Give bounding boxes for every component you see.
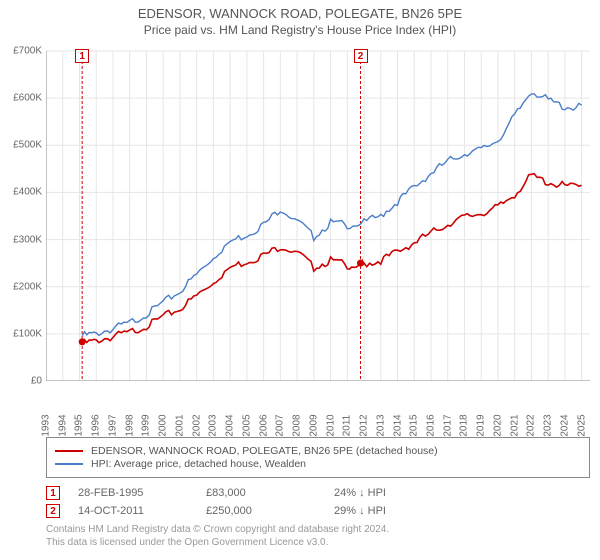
- sale-price: £250,000: [206, 505, 316, 517]
- chart-subtitle: Price paid vs. HM Land Registry's House …: [0, 23, 600, 37]
- chart-area: £0£100K£200K£300K£400K£500K£600K£700K199…: [46, 43, 590, 403]
- y-axis-tick-label: £400K: [2, 187, 42, 198]
- x-axis-tick-label: 1998: [124, 411, 135, 441]
- x-axis-tick-label: 2021: [509, 411, 520, 441]
- y-axis-tick-label: £0: [2, 376, 42, 387]
- x-axis-tick-label: 1995: [74, 411, 85, 441]
- legend-label: HPI: Average price, detached house, Weal…: [91, 458, 306, 470]
- sale-date: 28-FEB-1995: [78, 487, 188, 499]
- x-axis-tick-label: 2000: [158, 411, 169, 441]
- x-axis-tick-label: 1996: [91, 411, 102, 441]
- copyright-line: Contains HM Land Registry data © Crown c…: [46, 524, 590, 537]
- x-axis-tick-label: 2008: [292, 411, 303, 441]
- x-axis-tick-label: 2020: [492, 411, 503, 441]
- x-axis-tick-label: 2011: [342, 411, 353, 441]
- y-axis-tick-label: £200K: [2, 281, 42, 292]
- x-axis-tick-label: 2015: [409, 411, 420, 441]
- x-axis-tick-label: 1994: [57, 411, 68, 441]
- legend-box: EDENSOR, WANNOCK ROAD, POLEGATE, BN26 5P…: [46, 437, 590, 478]
- sale-marker-badge: 2: [354, 49, 368, 63]
- x-axis-tick-label: 2005: [241, 411, 252, 441]
- x-axis-tick-label: 2010: [325, 411, 336, 441]
- sale-date: 14-OCT-2011: [78, 505, 188, 517]
- sale-events-table: 1 28-FEB-1995 £83,000 24% ↓ HPI 2 14-OCT…: [46, 486, 590, 518]
- x-axis-tick-label: 2025: [576, 411, 587, 441]
- y-axis-tick-label: £500K: [2, 140, 42, 151]
- x-axis-tick-label: 2001: [174, 411, 185, 441]
- x-axis-tick-label: 1993: [41, 411, 52, 441]
- sale-marker-badge: 2: [46, 504, 60, 518]
- copyright-line: This data is licensed under the Open Gov…: [46, 537, 590, 550]
- legend-label: EDENSOR, WANNOCK ROAD, POLEGATE, BN26 5P…: [91, 445, 438, 457]
- x-axis-tick-label: 1999: [141, 411, 152, 441]
- legend-swatch: [55, 463, 83, 465]
- x-axis-tick-label: 2019: [476, 411, 487, 441]
- x-axis-tick-label: 2009: [308, 411, 319, 441]
- x-axis-tick-label: 2018: [459, 411, 470, 441]
- series-hpi: [82, 94, 581, 336]
- x-axis-tick-label: 1997: [107, 411, 118, 441]
- x-axis-tick-label: 2022: [526, 411, 537, 441]
- x-axis-tick-label: 2003: [208, 411, 219, 441]
- copyright-notice: Contains HM Land Registry data © Crown c…: [46, 524, 590, 549]
- sale-event-row: 2 14-OCT-2011 £250,000 29% ↓ HPI: [46, 504, 590, 518]
- sale-event-row: 1 28-FEB-1995 £83,000 24% ↓ HPI: [46, 486, 590, 500]
- y-axis-tick-label: £600K: [2, 93, 42, 104]
- y-axis-tick-label: £700K: [2, 46, 42, 57]
- x-axis-tick-label: 2024: [559, 411, 570, 441]
- x-axis-tick-label: 2017: [442, 411, 453, 441]
- x-axis-tick-label: 2012: [359, 411, 370, 441]
- x-axis-tick-label: 2004: [225, 411, 236, 441]
- line-chart-svg: [46, 43, 590, 381]
- legend-item: HPI: Average price, detached house, Weal…: [55, 458, 581, 470]
- sale-price: £83,000: [206, 487, 316, 499]
- sale-delta-vs-hpi: 24% ↓ HPI: [334, 487, 444, 499]
- x-axis-tick-label: 2013: [375, 411, 386, 441]
- legend-swatch: [55, 450, 83, 452]
- x-axis-tick-label: 2014: [392, 411, 403, 441]
- series-price_paid: [82, 174, 581, 344]
- sale-marker-badge: 1: [46, 486, 60, 500]
- y-axis-tick-label: £300K: [2, 234, 42, 245]
- sale-delta-vs-hpi: 29% ↓ HPI: [334, 505, 444, 517]
- x-axis-tick-label: 2002: [191, 411, 202, 441]
- sale-marker-badge: 1: [75, 49, 89, 63]
- x-axis-tick-label: 2007: [275, 411, 286, 441]
- legend-item: EDENSOR, WANNOCK ROAD, POLEGATE, BN26 5P…: [55, 445, 581, 457]
- x-axis-tick-label: 2023: [543, 411, 554, 441]
- chart-title: EDENSOR, WANNOCK ROAD, POLEGATE, BN26 5P…: [0, 6, 600, 21]
- x-axis-tick-label: 2006: [258, 411, 269, 441]
- y-axis-tick-label: £100K: [2, 328, 42, 339]
- x-axis-tick-label: 2016: [425, 411, 436, 441]
